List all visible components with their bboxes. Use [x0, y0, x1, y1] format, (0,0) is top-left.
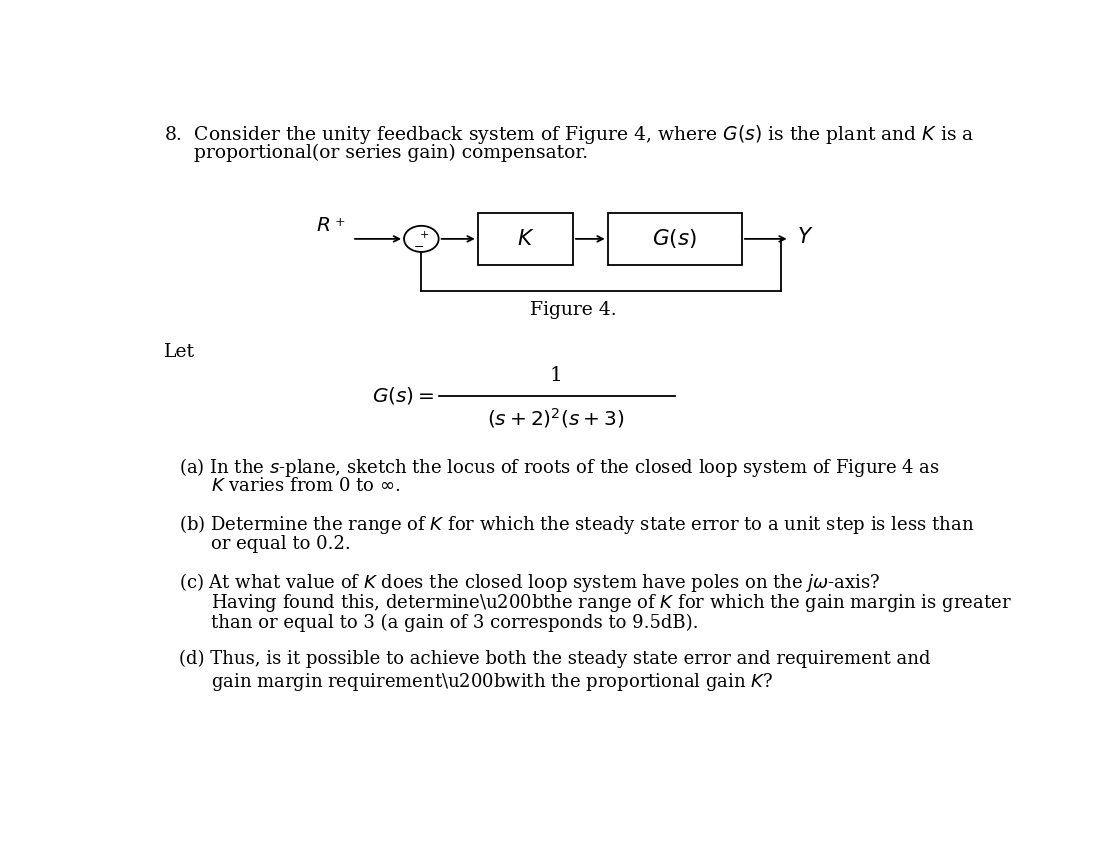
- Text: (b) Determine the range of $K$ for which the steady state error to a unit step i: (b) Determine the range of $K$ for which…: [179, 513, 974, 536]
- Text: $G(s)$: $G(s)$: [653, 227, 698, 250]
- Text: +: +: [420, 230, 429, 240]
- Text: $K$ varies from 0 to $\infty$.: $K$ varies from 0 to $\infty$.: [211, 477, 400, 495]
- Bar: [608, 213, 742, 265]
- Text: $Y$: $Y$: [796, 226, 813, 248]
- Text: Figure 4.: Figure 4.: [530, 301, 616, 319]
- Text: (a) In the $s$-plane, sketch the locus of roots of the closed loop system of Fig: (a) In the $s$-plane, sketch the locus o…: [179, 455, 939, 478]
- Text: Having found this, determine\u200bthe range of $K$ for which the gain margin is : Having found this, determine\u200bthe ra…: [211, 592, 1012, 614]
- Text: than or equal to 3 (a gain of 3 corresponds to 9.5dB).: than or equal to 3 (a gain of 3 correspo…: [211, 614, 699, 632]
- Text: $(s + 2)^2(s + 3)$: $(s + 2)^2(s + 3)$: [487, 406, 624, 430]
- Text: proportional(or series gain) compensator.: proportional(or series gain) compensator…: [195, 144, 588, 163]
- Text: +: +: [334, 216, 345, 229]
- Text: gain margin requirement\u200bwith the proportional gain $K$?: gain margin requirement\u200bwith the pr…: [211, 671, 773, 693]
- Bar: [477, 213, 574, 265]
- Text: $K$: $K$: [517, 228, 534, 250]
- Text: (d) Thus, is it possible to achieve both the steady state error and requirement : (d) Thus, is it possible to achieve both…: [179, 650, 930, 668]
- Text: $R$: $R$: [316, 216, 331, 235]
- Text: 8.  Consider the unity feedback system of Figure 4, where $G(s)$ is the plant an: 8. Consider the unity feedback system of…: [164, 123, 974, 147]
- Text: 1: 1: [549, 366, 562, 385]
- Text: −: −: [414, 241, 424, 254]
- Text: or equal to 0.2.: or equal to 0.2.: [211, 535, 351, 553]
- Text: Let: Let: [164, 343, 195, 361]
- Text: $G(s) =$: $G(s) =$: [372, 385, 434, 406]
- Text: (c) At what value of $K$ does the closed loop system have poles on the $j\omega$: (c) At what value of $K$ does the closed…: [179, 571, 880, 594]
